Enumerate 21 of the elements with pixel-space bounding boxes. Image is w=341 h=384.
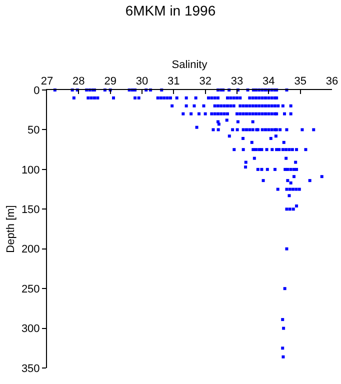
y-tick-label: 150 [21,204,40,216]
y-tick-label: 100 [21,164,40,176]
x-tick-label: 34 [262,76,275,88]
x-tick-label: 31 [168,76,180,88]
y-tick-label: 0 [34,84,40,97]
y-tick-label: 200 [21,244,40,256]
y-tick-label: 300 [21,323,40,336]
x-tick-label: 28 [72,76,85,88]
y-tick-label: 250 [21,283,40,296]
x-tick-label: 36 [326,76,338,88]
x-tick-label: 30 [136,76,148,88]
y-tick-label: 350 [21,362,40,375]
chart-title: 6MKM in 1996 [125,2,216,19]
x-axis-title: Salinity [172,59,208,72]
x-tick-label: 27 [40,76,54,88]
x-tick-label: 33 [230,76,244,88]
x-tick-label: 32 [199,76,212,88]
y-axis-title: Depth [m] [5,205,18,253]
y-tick-label: 50 [28,124,40,137]
x-tick-label: 29 [104,76,116,88]
x-tick-label: 35 [294,76,306,88]
